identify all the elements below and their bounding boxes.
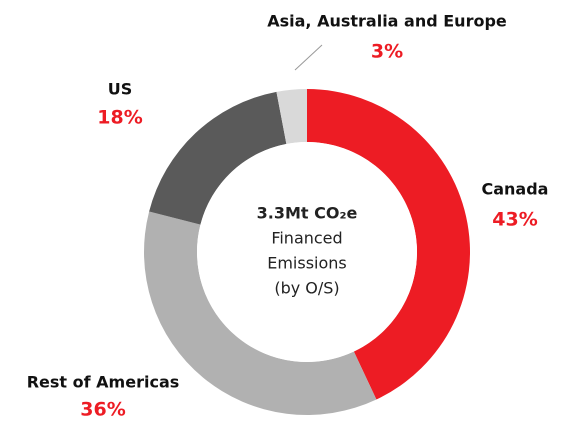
leader-line — [294, 44, 323, 71]
donut-slice — [143, 211, 377, 415]
center-text: Emissions — [267, 254, 347, 273]
value-label: 43% — [492, 209, 537, 231]
donut-slice — [276, 89, 307, 144]
category-label: Canada — [482, 180, 549, 199]
center-text: (by O/S) — [274, 279, 339, 298]
value-label: 18% — [97, 107, 142, 129]
donut-slice — [307, 89, 470, 400]
center-text: 3.3Mt CO₂e — [257, 204, 358, 223]
value-label: 3% — [371, 41, 403, 63]
donut-slice — [149, 91, 287, 225]
category-label: US — [108, 80, 133, 99]
value-label: 36% — [80, 399, 125, 421]
center-text: Financed — [271, 229, 342, 248]
donut-hole — [197, 142, 417, 362]
category-label: Rest of Americas — [27, 373, 180, 392]
category-label: Asia, Australia and Europe — [267, 12, 507, 31]
